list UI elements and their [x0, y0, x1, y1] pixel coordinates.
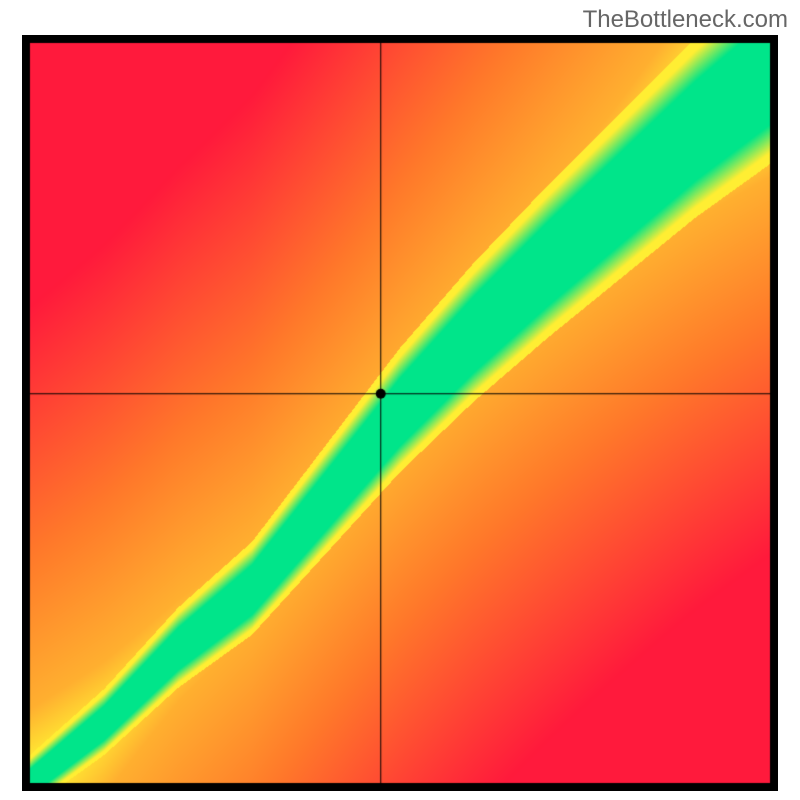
bottleneck-heatmap: [22, 35, 778, 791]
heatmap-canvas: [22, 35, 778, 791]
watermark-text: TheBottleneck.com: [583, 6, 788, 34]
